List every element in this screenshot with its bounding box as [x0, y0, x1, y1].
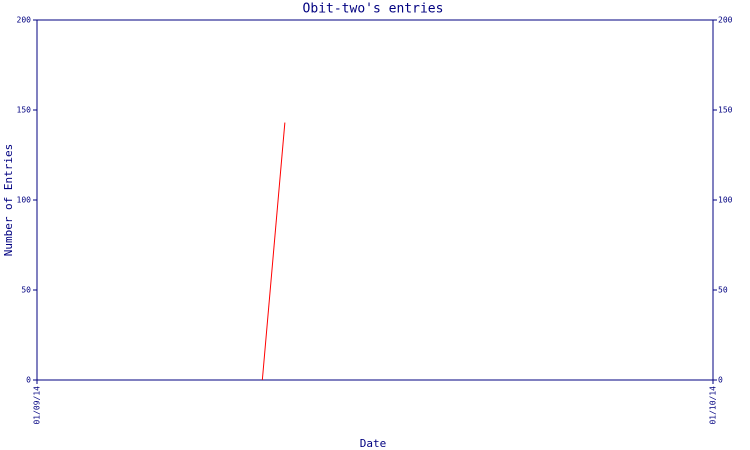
- plot-frame: [36, 19, 714, 381]
- chart-title: Obit-two's entries: [303, 2, 444, 17]
- y-axis-label: Number of Entries: [2, 144, 15, 257]
- x-axis-label: Date: [360, 437, 387, 450]
- y2-tick-label: 150: [718, 106, 733, 115]
- y2-tick-label: 0: [718, 376, 723, 385]
- data-line: [261, 122, 286, 381]
- y-tick-label: 50: [21, 286, 31, 295]
- y2-tick-label: 100: [718, 196, 733, 205]
- x-tick-label: 01/10/14: [709, 386, 718, 425]
- y-tick-label: 100: [17, 196, 32, 205]
- y-tick-label: 0: [26, 376, 31, 385]
- y-tick-label: 150: [17, 106, 32, 115]
- y2-tick-label: 50: [718, 286, 728, 295]
- y2-tick-label: 200: [718, 16, 733, 25]
- x-tick-label: 01/09/14: [33, 386, 42, 425]
- y-tick-label: 200: [17, 16, 32, 25]
